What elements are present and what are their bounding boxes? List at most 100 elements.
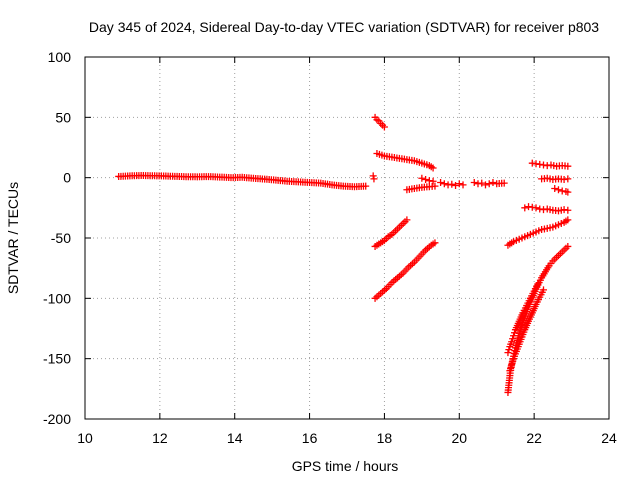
data-point-fill [425, 243, 433, 251]
data-point-fill [386, 281, 394, 289]
data-point [370, 175, 378, 183]
data-point [429, 177, 437, 185]
data-point [459, 181, 467, 189]
y-tick-label: -200 [43, 411, 71, 427]
data-point-fill [562, 217, 570, 225]
data-point-fill [510, 329, 518, 337]
data-point [437, 178, 445, 186]
data-point-fill [400, 155, 408, 163]
data-series [538, 174, 572, 183]
data-point [481, 181, 489, 189]
data-series [551, 185, 572, 196]
data-point-fill [546, 224, 554, 232]
data-point [422, 175, 430, 183]
data-point-fill [514, 319, 522, 327]
data-point-fill [546, 206, 554, 214]
y-tick-label: -150 [43, 351, 71, 367]
data-series [470, 178, 508, 189]
data-point-fill [379, 238, 387, 246]
data-point-fill [521, 304, 529, 312]
data-point-fill [536, 276, 544, 284]
data-point [452, 182, 460, 190]
data-point [455, 180, 463, 188]
data-point [440, 180, 448, 188]
data-point-fill [409, 260, 416, 268]
data-point-fill [527, 311, 535, 319]
data-point-fill [427, 163, 435, 171]
x-tick-label: 16 [302, 430, 318, 446]
y-tick-label: -50 [51, 230, 71, 246]
data-point-fill [429, 240, 437, 248]
data-point-fill [544, 264, 552, 272]
data-point-fill [531, 302, 539, 310]
data-point-fill [554, 251, 562, 259]
data-point-fill [390, 229, 398, 237]
data-point [532, 204, 540, 212]
data-series [371, 216, 411, 250]
data-point-fill [423, 161, 431, 169]
data-point-fill [518, 321, 526, 329]
data-series [371, 239, 439, 302]
data-point [369, 172, 377, 180]
data-series [115, 171, 370, 191]
data-point-fill [385, 153, 393, 161]
data-point [551, 185, 559, 193]
data-point-fill [557, 206, 565, 214]
data-point-fill [512, 236, 520, 244]
data-point-fill [557, 220, 565, 228]
data-point [470, 178, 478, 186]
data-point-fill [524, 319, 532, 327]
data-point-fill [359, 182, 367, 190]
data-point-fill [392, 275, 400, 283]
data-point-fill [375, 291, 383, 299]
data-point-fill [408, 156, 416, 164]
plot-frame [84, 56, 610, 420]
data-series [521, 203, 572, 215]
data-series [403, 182, 439, 194]
data-series [504, 242, 572, 396]
data-point-fill [408, 185, 416, 193]
data-point-fill [509, 335, 517, 343]
data-point-fill [520, 328, 528, 336]
data-point-fill [518, 234, 526, 242]
data-point-fill [505, 346, 513, 354]
x-axis-label: GPS time / hours [292, 458, 399, 474]
data-point [380, 123, 388, 131]
data-point-fill [386, 232, 394, 240]
x-tick-label: 12 [152, 430, 168, 446]
data-point-fill [552, 222, 560, 230]
data-point-fill [518, 311, 526, 319]
x-tick-label: 20 [451, 430, 467, 446]
data-point-fill [378, 151, 386, 159]
data-point-fill [516, 338, 524, 346]
data-series [504, 280, 542, 357]
data-point [504, 349, 512, 357]
data-point [554, 186, 562, 194]
tick-layer: 10 12 14 16 18 20 22 24 -200 -150 -100 -50 0 50 100 [43, 49, 617, 446]
x-tick-label: 18 [377, 430, 393, 446]
point-layer [115, 113, 572, 396]
data-point-fill [538, 288, 546, 296]
data-point-fill [507, 340, 515, 348]
data-point-fill [524, 232, 532, 240]
data-point-fill [508, 239, 516, 247]
data-point [478, 179, 486, 187]
data-point-fill [540, 225, 548, 233]
data-series [504, 216, 572, 249]
data-point-fill [557, 175, 565, 183]
data-series [373, 150, 437, 172]
data-point-fill [535, 296, 543, 304]
data-series [506, 286, 547, 375]
x-tick-label: 24 [601, 430, 617, 446]
data-point-fill [547, 259, 555, 267]
y-tick-label: -100 [43, 290, 71, 306]
data-point-fill [509, 357, 517, 365]
data-series [528, 159, 572, 170]
data-point-fill [533, 282, 541, 290]
data-point-fill [562, 244, 570, 252]
data-point-fill [397, 271, 405, 279]
data-point [448, 180, 456, 188]
data-point-fill [394, 225, 402, 233]
